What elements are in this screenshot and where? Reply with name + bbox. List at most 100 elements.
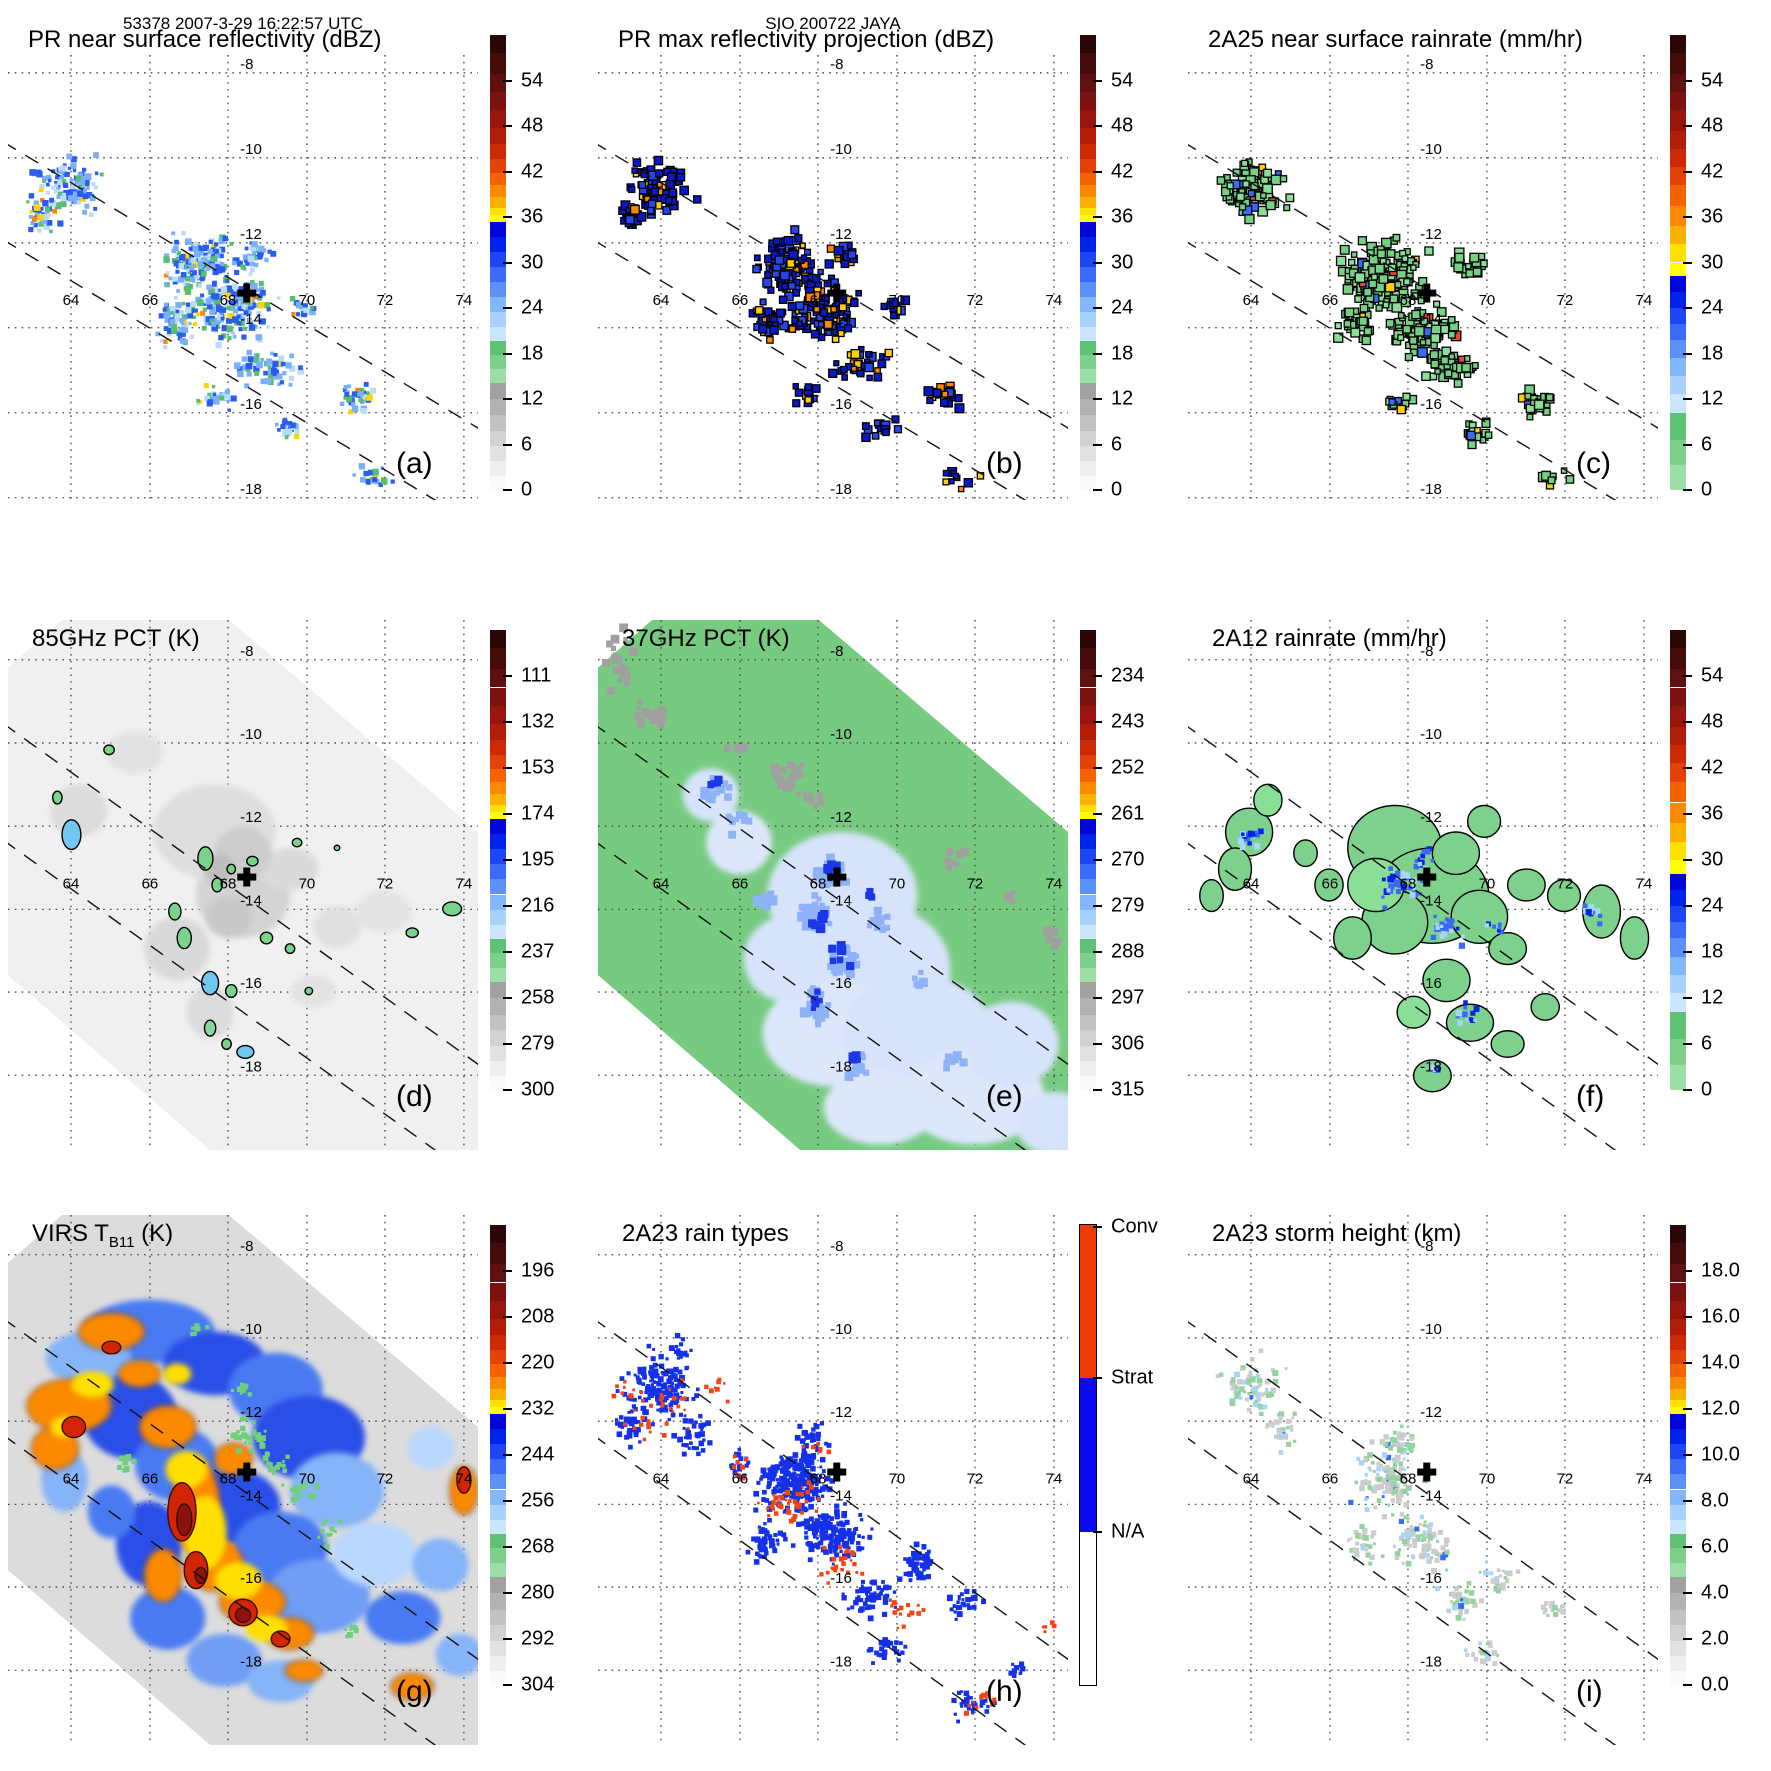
colorbar-segment — [1670, 323, 1686, 340]
colorbar-segment — [490, 399, 506, 416]
lat-label: -18 — [830, 1058, 852, 1075]
colorbar-segment — [490, 53, 506, 74]
colorbar-tick-label: 232 — [521, 1397, 555, 1420]
colorbar-tick-label: Strat — [1111, 1366, 1154, 1389]
colorbar-tick — [1093, 951, 1102, 953]
lat-label: -12 — [1420, 226, 1442, 243]
colorbar-segment — [1080, 399, 1096, 416]
colorbar-segment — [490, 415, 506, 431]
lat-label: -8 — [240, 1238, 253, 1255]
map-field: 64 66 68 70 72 74 -8 -10 -12 -14 -16 -18 — [8, 1215, 478, 1745]
colorbar-tick — [1093, 352, 1102, 355]
lon-label: 74 — [1636, 292, 1653, 309]
colorbar-tick — [1683, 1638, 1692, 1640]
colorbar-tick — [1683, 675, 1692, 677]
colorbar-tick — [1093, 125, 1102, 127]
colorbar-segment — [1080, 998, 1096, 1015]
lat-label: -14 — [1420, 892, 1442, 909]
colorbar-segment — [1670, 781, 1686, 803]
colorbar-tick — [1093, 859, 1102, 861]
colorbar-segment — [1670, 687, 1686, 706]
map-field: 64 66 68 70 72 74 -8 -10 -12 -14 -16 -18 — [1188, 620, 1658, 1150]
colorbar-segment — [490, 755, 506, 770]
colorbar-tick — [503, 1684, 512, 1686]
colorbar-tick — [1093, 905, 1102, 907]
colorbar-segment — [490, 1489, 506, 1505]
colorbar-segment — [1080, 833, 1096, 849]
colorbar-segment — [1670, 394, 1686, 413]
lat-label: -16 — [1420, 975, 1442, 992]
colorbar-segment — [490, 1548, 506, 1563]
colorbar-segment — [1670, 1364, 1686, 1377]
lat-label: -16 — [830, 975, 852, 992]
colorbar-tick-label: 0 — [1701, 1078, 1713, 1101]
colorbar-tick — [1683, 261, 1692, 264]
lon-label: 70 — [1479, 292, 1496, 309]
colorbar-tick-label: 280 — [521, 1581, 555, 1604]
lon-label: 70 — [889, 1470, 906, 1487]
lat-label: -8 — [1420, 1238, 1433, 1255]
colorbar-tick-label: 14.0 — [1701, 1351, 1740, 1374]
colorbar-segment — [1080, 296, 1096, 312]
colorbar-tick — [503, 398, 512, 400]
colorbar-tick-label: 208 — [521, 1305, 555, 1328]
lon-label: 72 — [1557, 875, 1574, 892]
colorbar-tick-label: 195 — [521, 848, 555, 871]
panel-letter: (e) — [986, 1080, 1023, 1113]
colorbar-segment — [1670, 1459, 1686, 1475]
colorbar-tick-label: 297 — [1111, 986, 1145, 1009]
lon-label: 66 — [142, 292, 159, 309]
colorbar-segment — [1080, 251, 1096, 267]
storm-center-marker — [1423, 1462, 1431, 1482]
colorbar-segment — [1080, 909, 1096, 925]
colorbar-segment — [1670, 1534, 1686, 1549]
colorbar-tick-label: 42 — [1701, 756, 1724, 779]
colorbar-segment — [490, 1625, 506, 1641]
colorbar-tick — [503, 125, 512, 127]
colorbar-tick-label: 315 — [1111, 1078, 1145, 1101]
colorbar-tick — [1093, 675, 1102, 677]
panel-letter: (i) — [1576, 1675, 1603, 1708]
colorbar-segment — [1080, 924, 1096, 940]
colorbar-tick-label: 6.0 — [1701, 1535, 1729, 1558]
colorbar-tick-label: 48 — [521, 114, 544, 137]
colorbar-tick — [1683, 1454, 1692, 1456]
colorbar-segment — [490, 128, 506, 145]
colorbar-segment — [490, 1406, 506, 1414]
lon-label: 74 — [1636, 1470, 1653, 1487]
colorbar-tick — [503, 352, 512, 355]
colorbar — [1670, 630, 1686, 1090]
colorbar-segment — [1670, 292, 1686, 308]
lon-label: 66 — [1322, 1470, 1339, 1487]
panel-letter: (d) — [396, 1080, 433, 1113]
colorbar-segment — [490, 1474, 506, 1490]
lat-label: -12 — [830, 1404, 852, 1421]
colorbar-tick-label: 2.0 — [1701, 1627, 1729, 1650]
colorbar-segment — [490, 909, 506, 925]
storm-center-marker — [833, 867, 841, 887]
lat-label: -10 — [1420, 141, 1442, 158]
colorbar-tick — [1683, 859, 1692, 861]
colorbar-tick-label: 18 — [1701, 342, 1724, 364]
panel-title: 85GHz PCT (K) — [32, 625, 200, 652]
colorbar-segment — [490, 296, 506, 312]
colorbar-tick — [503, 905, 512, 907]
colorbar-segment — [490, 687, 506, 706]
colorbar-segment — [1670, 1282, 1686, 1301]
colorbar-segment — [1670, 1264, 1686, 1283]
colorbar-tick-label: 252 — [1111, 756, 1145, 779]
map-area: 64 66 68 70 72 74 -8 -10 -12 -14 -16 -18 (c) — [1188, 55, 1658, 500]
lon-label: 64 — [653, 292, 670, 309]
colorbar-segment — [1080, 73, 1096, 92]
colorbar-segment — [1080, 781, 1096, 794]
lat-label: -12 — [1420, 1404, 1442, 1421]
lat-label: -18 — [240, 481, 262, 498]
lat-label: -14 — [1420, 311, 1442, 328]
colorbar-tick — [1683, 1546, 1692, 1548]
panel-title: 2A23 storm height (km) — [1212, 1220, 1462, 1247]
colorbar-tick-label: 54 — [521, 69, 544, 91]
colorbar-segment — [1080, 340, 1096, 355]
map-area: 64 66 68 70 72 74 -8 -10 -12 -14 -16 -18 (i) — [1188, 1215, 1658, 1745]
colorbar-segment — [1670, 1406, 1686, 1414]
